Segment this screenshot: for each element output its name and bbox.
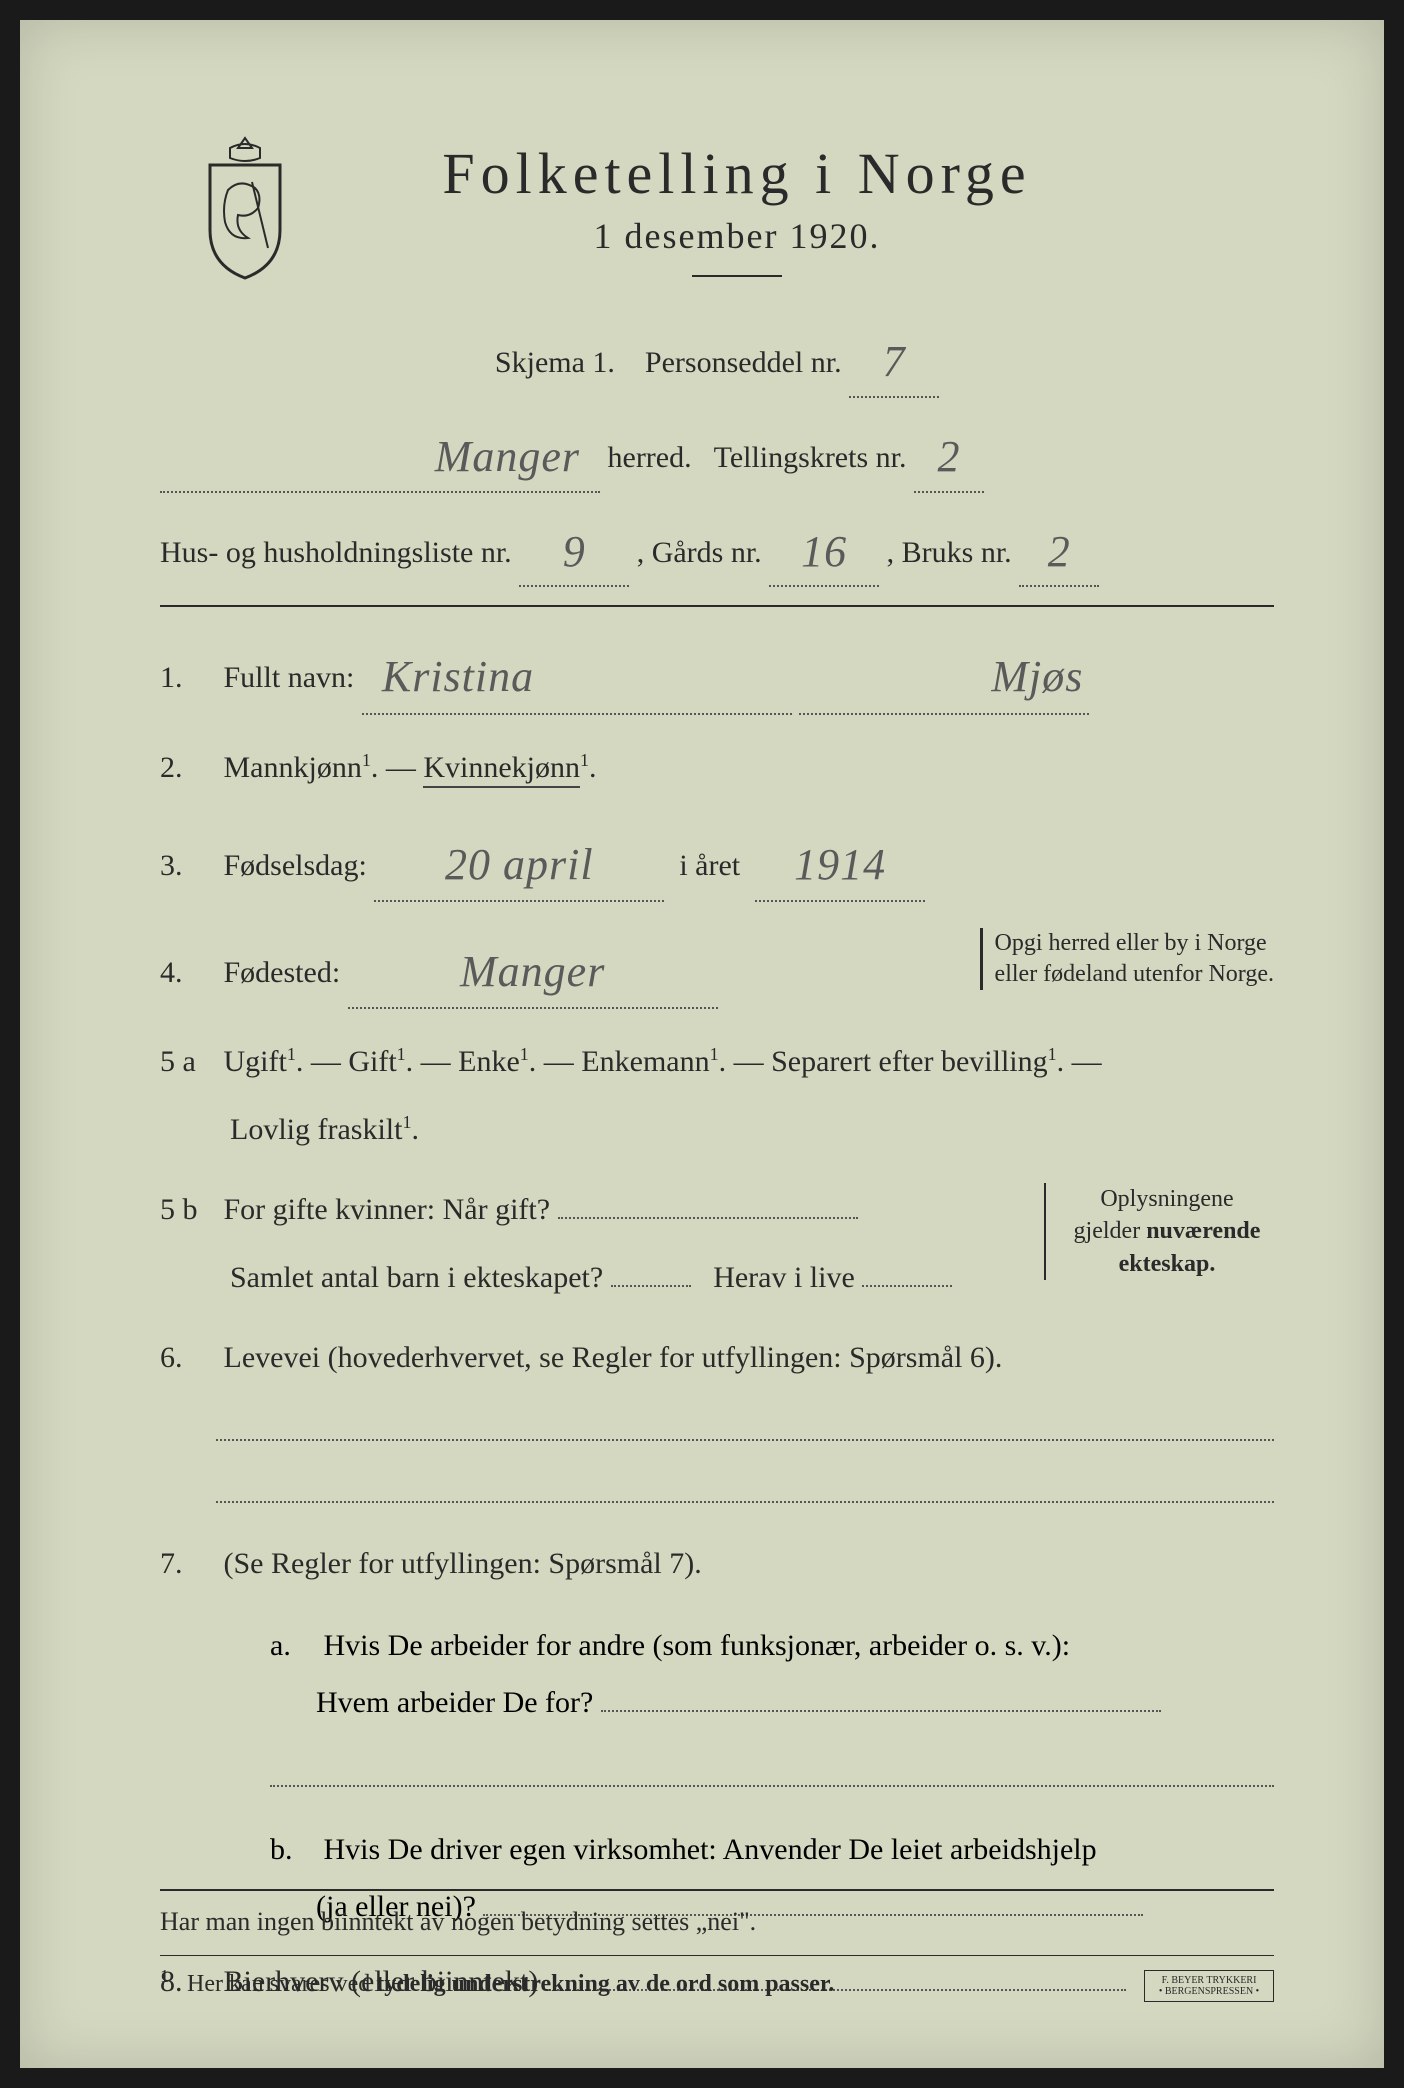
- q5b-side3: ekteskap.: [1060, 1248, 1274, 1280]
- q3-year: 1914: [794, 840, 886, 889]
- page-subtitle: 1 desember 1920.: [442, 215, 1031, 257]
- q5b-l2b: Herav i live: [713, 1261, 855, 1294]
- q5b-side2: gjelder nuværende: [1060, 1215, 1274, 1247]
- gards-value: 16: [801, 527, 847, 576]
- printer-mark: F. BEYER TRYKKERI• BERGENSPRESSEN •: [1144, 1970, 1274, 2002]
- title-block: Folketelling i Norge 1 desember 1920.: [442, 140, 1031, 301]
- footer-line-1: Har man ingen biinntekt av nogen betydni…: [160, 1889, 1274, 1937]
- question-5b: 5 b For gifte kvinner: Når gift? Samlet …: [160, 1183, 1274, 1305]
- q4-note-l2: eller fødeland utenfor Norge.: [995, 959, 1274, 990]
- question-7a: a. Hvis De arbeider for andre (som funks…: [160, 1617, 1274, 1731]
- q4-note-l1: Opgi herred eller by i Norge: [995, 928, 1274, 959]
- q7-num: 7.: [160, 1537, 216, 1591]
- q2-text: Mannkjønn1. — Kvinnekjønn1.: [224, 751, 597, 784]
- page-title: Folketelling i Norge: [442, 140, 1031, 207]
- q3-day: 20 april: [445, 840, 594, 889]
- personseddel-label: Personseddel nr.: [645, 346, 842, 379]
- q5b-l1: For gifte kvinner: Når gift?: [224, 1193, 551, 1226]
- herred-value: Manger: [435, 432, 580, 481]
- q1-label: Fullt navn:: [224, 661, 355, 694]
- herred-line: Manger herred. Tellingskrets nr. 2: [160, 416, 1274, 493]
- q4-num: 4.: [160, 946, 216, 1000]
- q7-text: (Se Regler for utfyllingen: Spørsmål 7).: [224, 1547, 702, 1580]
- q6-text: Levevei (hovederhvervet, se Regler for u…: [224, 1341, 1003, 1374]
- q4-note: Opgi herred eller by i Norge eller fødel…: [980, 928, 1274, 990]
- blank-line: [216, 1413, 1274, 1441]
- coat-of-arms-icon: [190, 130, 300, 280]
- skjema-line: Skjema 1. Personseddel nr. 7: [160, 321, 1274, 398]
- gards-label: , Gårds nr.: [637, 536, 762, 569]
- hus-value: 9: [563, 527, 586, 576]
- q1-first: Kristina: [382, 652, 534, 701]
- bruks-label: , Bruks nr.: [887, 536, 1012, 569]
- q2-num: 2.: [160, 741, 216, 795]
- q5a-num: 5 a: [160, 1035, 216, 1089]
- footer: Har man ingen biinntekt av nogen betydni…: [160, 1879, 1274, 1998]
- q1-last: Mjøs: [991, 652, 1083, 701]
- q3-label: Fødselsdag:: [224, 849, 367, 882]
- q3-num: 3.: [160, 839, 216, 893]
- header: Folketelling i Norge 1 desember 1920.: [160, 140, 1274, 301]
- crest-svg: [190, 130, 300, 280]
- hus-label: Hus- og husholdningsliste nr.: [160, 536, 512, 569]
- q7a-l1: Hvis De arbeider for andre (som funksjon…: [324, 1629, 1071, 1662]
- bruks-value: 2: [1048, 527, 1071, 576]
- q3-mid: i året: [679, 849, 740, 882]
- q5b-num: 5 b: [160, 1183, 216, 1237]
- q5a-text: Ugift1. — Gift1. — Enke1. — Enkemann1. —…: [224, 1045, 1102, 1078]
- question-5a: 5 a Ugift1. — Gift1. — Enke1. — Enkemann…: [160, 1035, 1274, 1157]
- document-page: Folketelling i Norge 1 desember 1920. Sk…: [20, 20, 1384, 2068]
- question-3: 3. Fødselsdag: 20 april i året 1914: [160, 821, 1274, 902]
- q5b-side1: Oplysningene: [1060, 1183, 1274, 1215]
- tellingskrets-value: 2: [937, 432, 960, 481]
- divider: [160, 605, 1274, 607]
- question-7: 7. (Se Regler for utfyllingen: Spørsmål …: [160, 1537, 1274, 1591]
- q7a-l2: Hvem arbeider De for?: [270, 1686, 593, 1719]
- divider: [692, 275, 782, 277]
- q5b-l2a: Samlet antal barn i ekteskapet?: [230, 1261, 603, 1294]
- personseddel-value: 7: [883, 337, 906, 386]
- q5a-text2: Lovlig fraskilt1.: [160, 1103, 1274, 1157]
- q4-value: Manger: [460, 947, 605, 996]
- q7b-letter: b.: [270, 1821, 316, 1878]
- q7b-l1: Hvis De driver egen virksomhet: Anvender…: [324, 1833, 1097, 1866]
- q7a-letter: a.: [270, 1617, 316, 1674]
- q5b-sidenote: Oplysningene gjelder nuværende ekteskap.: [1044, 1183, 1274, 1280]
- q1-num: 1.: [160, 651, 216, 705]
- footer-line-2: 1 Her kan svares ved tydelig understrekn…: [160, 1955, 1274, 1998]
- skjema-label: Skjema 1.: [495, 346, 615, 379]
- blank-line: [216, 1475, 1274, 1503]
- question-2: 2. Mannkjønn1. — Kvinnekjønn1.: [160, 741, 1274, 795]
- question-1: 1. Fullt navn: Kristina Mjøs: [160, 633, 1274, 714]
- question-6: 6. Levevei (hovederhvervet, se Regler fo…: [160, 1331, 1274, 1385]
- herred-label: herred.: [608, 441, 692, 474]
- question-4: 4. Fødested: Manger Opgi herred eller by…: [160, 928, 1274, 1009]
- hus-line: Hus- og husholdningsliste nr. 9 , Gårds …: [160, 511, 1274, 588]
- q6-num: 6.: [160, 1331, 216, 1385]
- q4-label: Fødested:: [224, 956, 341, 989]
- tellingskrets-label: Tellingskrets nr.: [714, 441, 907, 474]
- blank-line: [270, 1759, 1274, 1787]
